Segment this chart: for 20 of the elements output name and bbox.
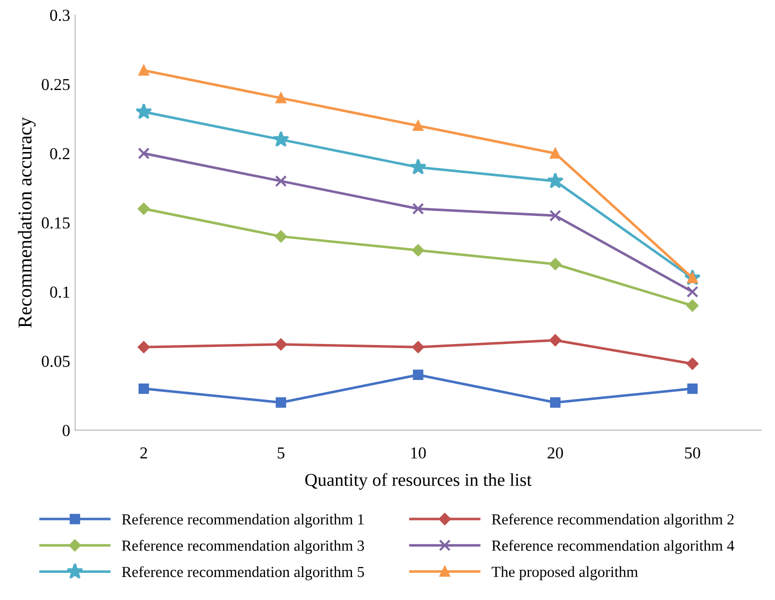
y-tick-label: 0.15 bbox=[42, 217, 70, 229]
y-tick-label: 0.1 bbox=[50, 286, 70, 298]
y-tick-label: 0.25 bbox=[42, 78, 70, 90]
y-tick-label: 0.2 bbox=[50, 148, 70, 160]
x-tick-label: 2 bbox=[140, 447, 148, 458]
x-tick-label: 50 bbox=[685, 447, 700, 459]
x-axis-title: Quantity of resources in the list bbox=[305, 473, 532, 490]
x-tick-label: 5 bbox=[278, 448, 284, 459]
legend-label: Reference recommendation algorithm 2 bbox=[492, 514, 734, 528]
legend-label: The proposed algorithm bbox=[492, 566, 638, 580]
legend-label: Reference recommendation algorithm 5 bbox=[122, 566, 364, 580]
legend-label: Reference recommendation algorithm 1 bbox=[122, 514, 364, 528]
y-axis-title: Recommendation accuracy bbox=[18, 117, 36, 328]
legend-label: Reference recommendation algorithm 3 bbox=[122, 540, 364, 554]
x-tick-label: 10 bbox=[411, 447, 426, 459]
x-tick-label: 20 bbox=[548, 447, 563, 459]
y-tick-label: 0 bbox=[62, 424, 70, 436]
legend-label: Reference recommendation algorithm 4 bbox=[492, 540, 734, 554]
y-tick-label: 0.3 bbox=[50, 10, 70, 22]
y-tick-label: 0.05 bbox=[42, 356, 70, 368]
